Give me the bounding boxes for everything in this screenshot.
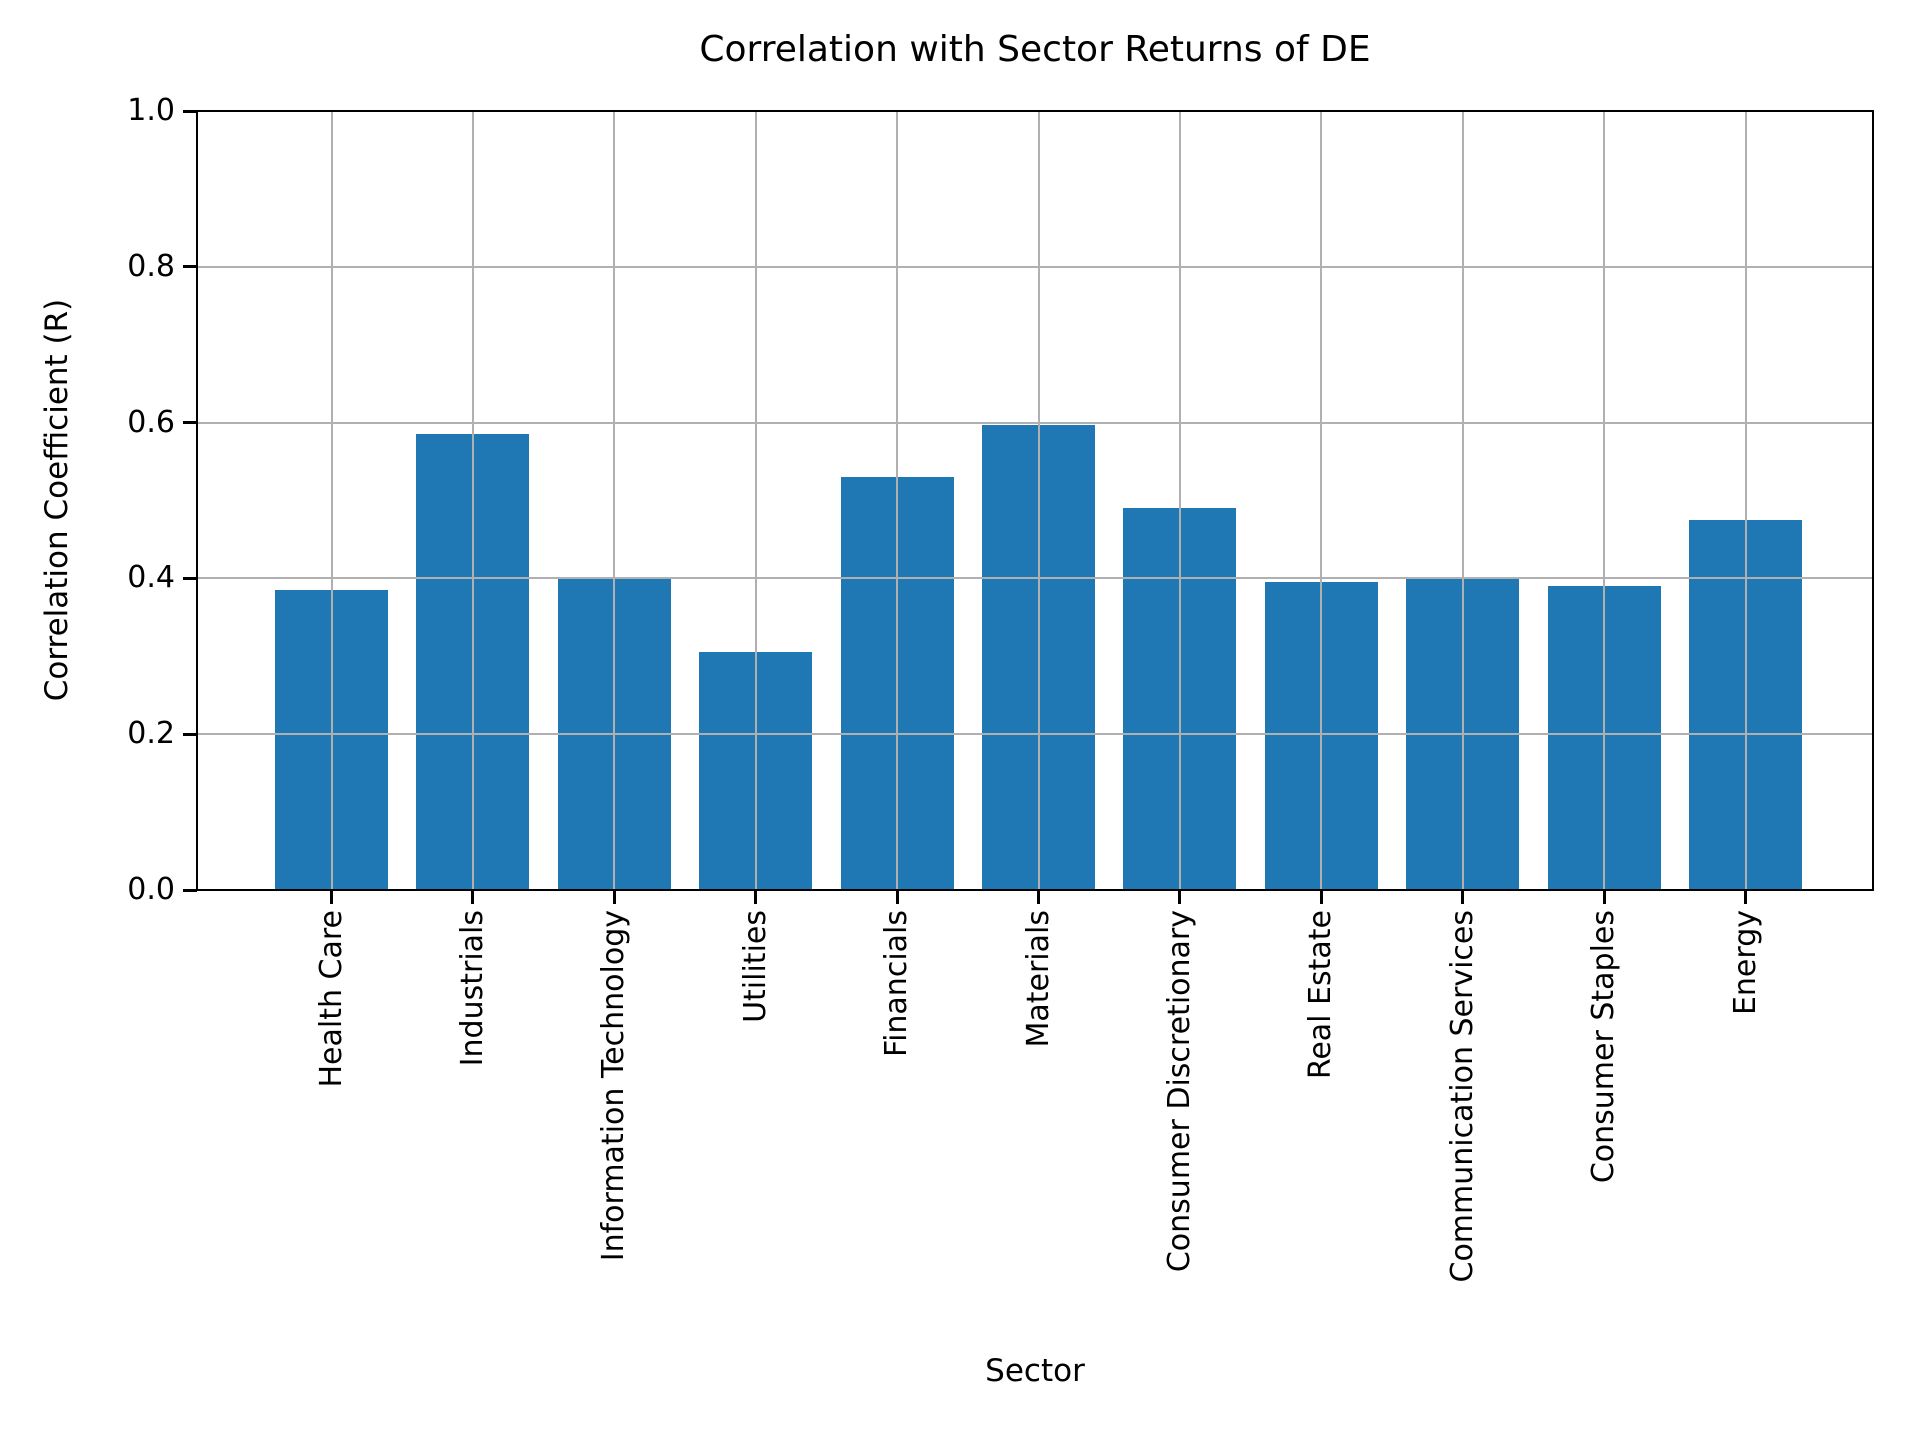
y-tick-label-0: 0.0 [127,872,175,907]
x-tick-consumer-staples [1602,890,1606,904]
gridline-x-health-care [330,111,333,890]
x-tick-health-care [330,890,333,904]
x-tick-real-estate [1319,890,1323,904]
gridline-y-0.2 [197,733,1873,736]
x-axis-label: Sector [985,1353,1085,1389]
x-tick-label-energy: Energy [1727,910,1763,1016]
gridline-x-consumer-discretionary [1178,111,1181,890]
gridline-x-utilities [754,111,757,890]
x-tick-consumer-discretionary [1178,890,1182,904]
x-tick-label-health-care: Health Care [313,910,349,1088]
y-tick-0.8 [183,265,197,269]
y-tick-label-1: 1.0 [127,93,175,128]
y-tick-1 [183,109,197,113]
plot-area [196,110,1874,891]
y-axis-label: Correlation Coefficient (R) [39,298,75,702]
gridline-x-information-technology [613,111,616,890]
gridline-x-communication-services [1461,111,1464,890]
y-tick-0.6 [183,421,197,425]
x-tick-label-consumer-discretionary: Consumer Discretionary [1161,910,1197,1273]
x-tick-energy [1744,890,1747,904]
x-tick-label-industrials: Industrials [454,910,490,1067]
y-tick-label-0.4: 0.4 [127,560,175,596]
y-tick-label-0.6: 0.6 [127,404,175,440]
x-tick-label-communication-services: Communication Services [1444,910,1480,1283]
gridline-x-consumer-staples [1603,111,1606,890]
gridline-x-industrials [471,111,474,890]
x-tick-industrials [471,890,475,904]
chart-title: Correlation with Sector Returns of DE [699,29,1371,70]
x-tick-information-technology [612,890,616,904]
y-tick-0.2 [183,732,197,736]
x-tick-label-financials: Financials [879,910,915,1057]
x-tick-financials [895,890,899,904]
gridline-y-0.4 [197,577,1873,580]
y-tick-0.4 [183,576,197,580]
gridline-x-real-estate [1320,111,1323,890]
x-tick-label-utilities: Utilities [737,910,773,1023]
x-tick-label-real-estate: Real Estate [1303,910,1339,1080]
y-tick-label-0.8: 0.8 [127,248,175,284]
gridline-y-0.6 [197,421,1873,424]
gridline-x-financials [896,111,899,890]
x-tick-label-consumer-staples: Consumer Staples [1586,910,1622,1184]
x-tick-utilities [754,890,758,904]
gridline-x-energy [1744,111,1747,890]
x-tick-label-information-technology: Information Technology [596,910,632,1262]
y-tick-label-0.2: 0.2 [127,716,175,752]
y-tick-0 [183,888,197,892]
gridline-x-materials [1037,111,1040,890]
x-tick-communication-services [1461,890,1465,904]
gridline-y-0.8 [197,265,1873,268]
x-tick-materials [1037,890,1040,904]
x-tick-label-materials: Materials [1020,910,1056,1048]
